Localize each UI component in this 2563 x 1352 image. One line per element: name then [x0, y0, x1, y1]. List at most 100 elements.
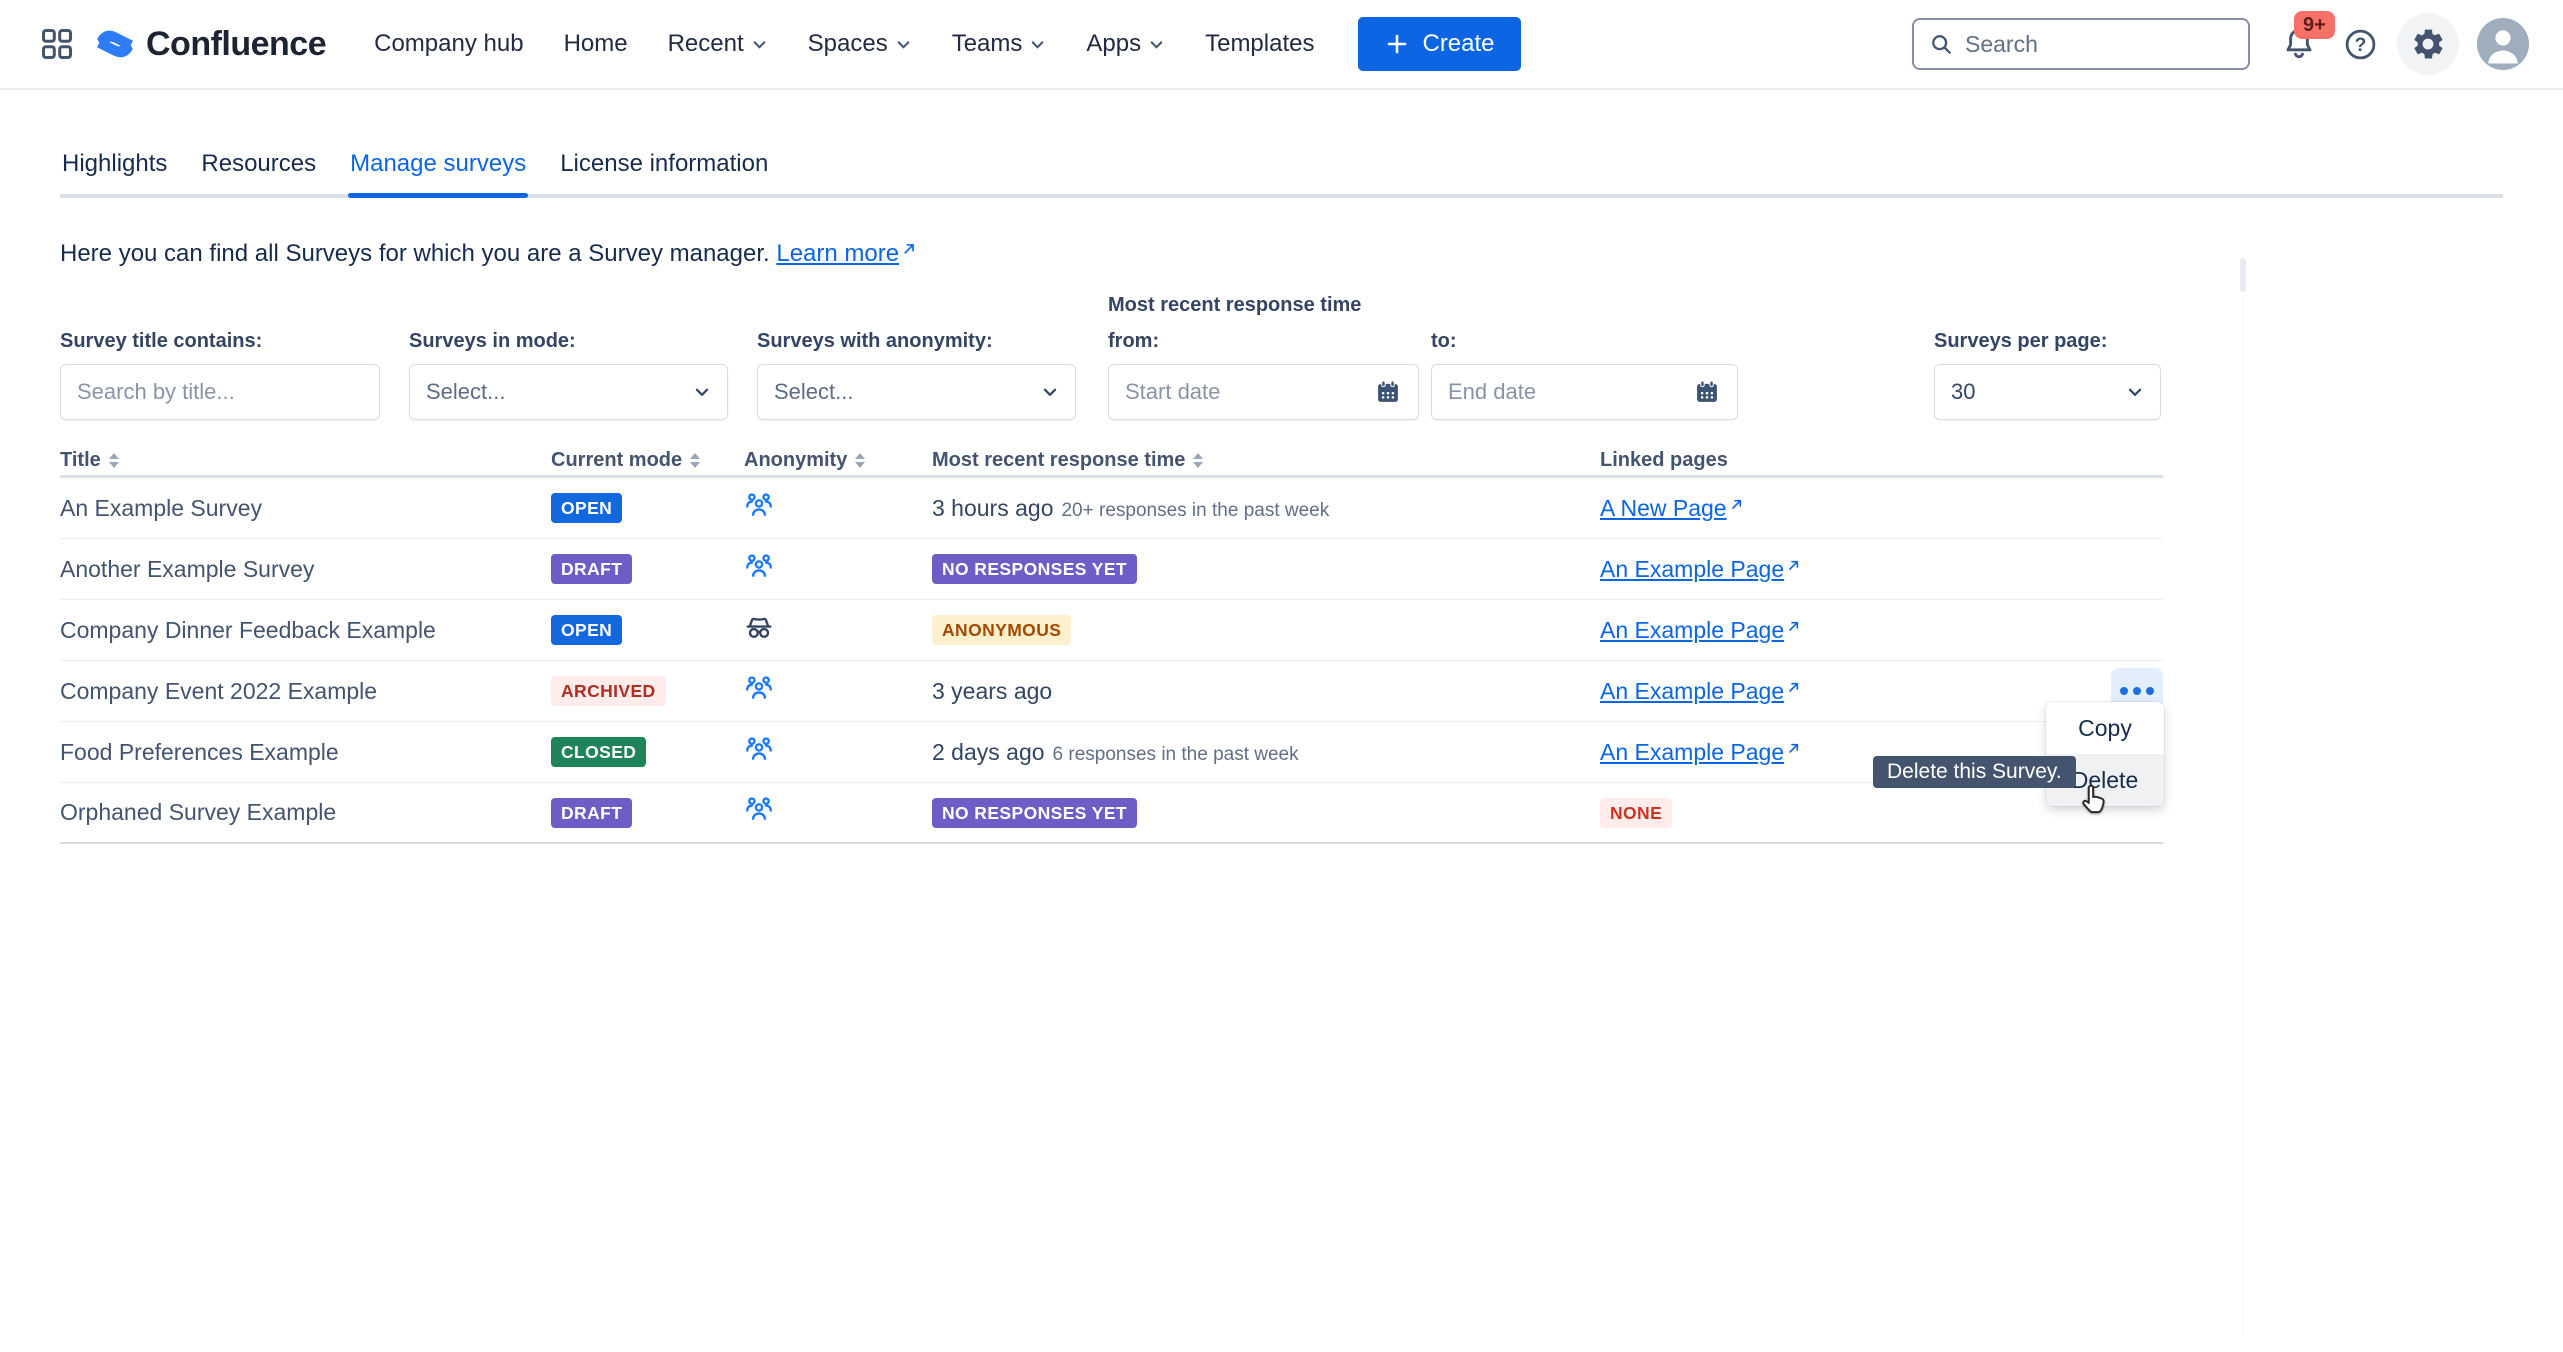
learn-more-link[interactable]: Learn more: [776, 240, 899, 267]
tab-license-information[interactable]: License information: [560, 150, 769, 177]
anonymity-select[interactable]: Select...: [757, 364, 1076, 420]
calendar-icon[interactable]: [1374, 378, 1402, 406]
column-header-anonymity[interactable]: Anonymity: [744, 449, 932, 472]
column-label: Linked pages: [1600, 449, 1728, 471]
linked-page-link[interactable]: An Example Page: [1600, 678, 1784, 704]
confluence-mark-icon: [96, 30, 134, 58]
column-header-title[interactable]: Title: [60, 449, 551, 472]
confluence-logo[interactable]: Confluence: [92, 21, 327, 67]
column-header-linked-pages: Linked pages: [1600, 449, 2105, 472]
user-avatar[interactable]: [2477, 18, 2529, 70]
title-filter-input[interactable]: [77, 379, 363, 405]
chevron-down-icon: [695, 388, 709, 397]
mode-badge: DRAFT: [551, 554, 633, 584]
survey-title: Food Preferences Example: [60, 738, 339, 765]
external-link-icon: [1729, 496, 1745, 517]
anonymity-select-value: Select...: [774, 379, 854, 404]
column-header-response-time[interactable]: Most recent response time: [932, 449, 1600, 472]
content-scrollbar-track: [2242, 256, 2243, 1336]
linked-page-link[interactable]: An Example Page: [1600, 556, 1784, 582]
search-input[interactable]: [1965, 30, 2234, 58]
menu-item-copy[interactable]: Copy: [2078, 715, 2132, 741]
app-switcher-icon[interactable]: [38, 25, 76, 63]
external-link-icon: [901, 236, 918, 264]
filter-bar: Survey title contains: Surveys in mode: …: [60, 294, 2503, 420]
sort-icon: [1193, 453, 1204, 468]
table-row: An Example Survey OPEN 3 hours ago 20+ re…: [60, 478, 2163, 539]
mode-select[interactable]: Select...: [409, 364, 728, 420]
linked-page-link[interactable]: An Example Page: [1600, 617, 1784, 643]
tab-manage-surveys[interactable]: Manage surveys: [348, 150, 529, 198]
filter-mode-label: Surveys in mode:: [409, 330, 576, 352]
filter-anonymity: Surveys with anonymity: Select...: [757, 294, 1076, 420]
response-status-badge: NO RESPONSES YET: [932, 554, 1138, 584]
question-icon: ?: [2345, 29, 2376, 59]
tab-highlights[interactable]: Highlights: [62, 150, 168, 177]
surveys-table: Title Current mode Anonymity Most recent…: [60, 446, 2163, 844]
column-label: Current mode: [551, 449, 683, 471]
nav-item-company-hub[interactable]: Company hub: [374, 30, 523, 58]
per-page-select[interactable]: 30: [1934, 364, 2161, 420]
filter-from-label: from:: [1108, 330, 1160, 352]
page-description-text: Here you can find all Surveys for which …: [60, 240, 770, 267]
sort-icon: [108, 453, 119, 468]
filter-per-page: Surveys per page: 30: [1934, 294, 2161, 420]
survey-title: Another Example Survey: [60, 555, 315, 582]
response-note: 20+ responses in the past week: [1061, 499, 1330, 521]
nav-label: Templates: [1205, 30, 1315, 57]
mode-select-value: Select...: [426, 379, 506, 404]
calendar-icon[interactable]: [1693, 378, 1721, 406]
nav-item-apps[interactable]: Apps: [1086, 30, 1165, 58]
response-note: 6 responses in the past week: [1052, 743, 1299, 765]
no-linked-page-badge: NONE: [1600, 797, 1673, 828]
linked-page-label: An Example Page: [1600, 616, 1785, 643]
chevron-down-icon: [897, 40, 909, 49]
people-icon: [744, 674, 932, 709]
nav-label: Recent: [667, 30, 744, 57]
chevron-down-icon: [1032, 40, 1044, 49]
delete-tooltip: Delete this Survey.: [1873, 756, 2076, 788]
nav-item-templates[interactable]: Templates: [1205, 30, 1314, 58]
linked-page-label: An Example Page: [1600, 555, 1785, 582]
filter-title-label: Survey title contains:: [60, 330, 263, 352]
response-time: 3 hours ago: [932, 494, 1054, 521]
table-row: Company Dinner Feedback Example OPEN ANO…: [60, 600, 2163, 661]
start-date-input[interactable]: [1125, 379, 1374, 405]
tab-resources[interactable]: Resources: [201, 150, 317, 177]
linked-page-label: A New Page: [1600, 494, 1727, 521]
response-time: 2 days ago: [932, 738, 1045, 765]
notifications-button[interactable]: 9+: [2280, 11, 2335, 63]
ellipsis-icon: [2120, 687, 2128, 695]
column-label: Anonymity: [744, 449, 848, 471]
per-page-label: Surveys per page:: [1934, 330, 2108, 352]
table-row: Company Event 2022 Example ARCHIVED 3 ye…: [60, 661, 2163, 722]
incognito-icon: [744, 613, 932, 648]
nav-item-teams[interactable]: Teams: [952, 30, 1047, 58]
column-header-current-mode[interactable]: Current mode: [551, 449, 744, 472]
nav-item-spaces[interactable]: Spaces: [808, 30, 912, 58]
table-row: Orphaned Survey Example DRAFT NO RESPONS…: [60, 783, 2163, 844]
content-scrollbar-thumb[interactable]: [2240, 258, 2246, 292]
tab-bar: Highlights Resources Manage surveys Lice…: [60, 150, 2503, 198]
mode-badge: CLOSED: [551, 737, 647, 767]
linked-page-link[interactable]: An Example Page: [1600, 739, 1784, 765]
end-date-input[interactable]: [1448, 379, 1693, 405]
nav-item-home[interactable]: Home: [564, 30, 628, 58]
people-icon: [744, 491, 932, 526]
notification-count-badge: 9+: [2294, 11, 2335, 39]
settings-button[interactable]: [2397, 13, 2459, 75]
filter-mode: Surveys in mode: Select...: [409, 294, 728, 420]
response-time-group-label: Most recent response time: [1108, 294, 1362, 316]
svg-text:?: ?: [2355, 34, 2367, 55]
nav-item-recent[interactable]: Recent: [668, 30, 768, 58]
end-date-box: [1431, 364, 1738, 420]
top-navigation-bar: Confluence Company hub Home Recent Space…: [0, 0, 2563, 90]
linked-page-link[interactable]: A New Page: [1600, 495, 1727, 521]
help-button[interactable]: ?: [2342, 26, 2379, 63]
chevron-down-icon: [1043, 388, 1057, 397]
external-link-icon: [1786, 557, 1802, 578]
mode-badge: OPEN: [551, 493, 623, 523]
plus-icon: [1388, 34, 1407, 54]
chevron-down-icon: [1150, 40, 1163, 49]
create-button[interactable]: Create: [1358, 17, 1521, 71]
